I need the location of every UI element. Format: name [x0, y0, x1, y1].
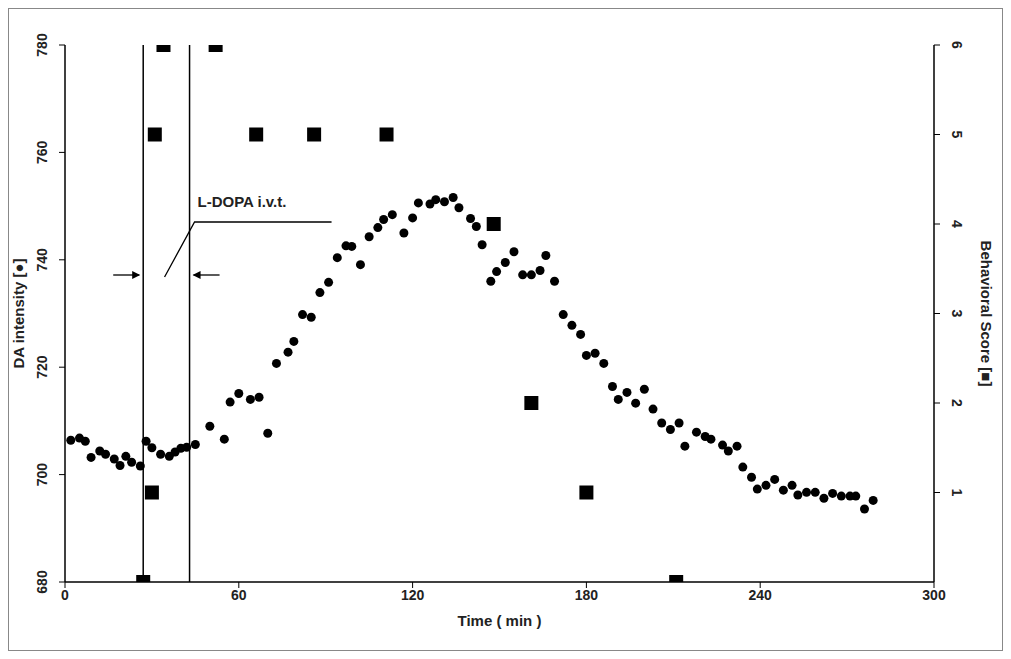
- svg-text:720: 720: [34, 355, 50, 379]
- svg-text:300: 300: [922, 587, 946, 603]
- svg-text:DA intensity [●]: DA intensity [●]: [10, 258, 27, 368]
- svg-text:5: 5: [949, 131, 965, 139]
- svg-text:760: 760: [34, 141, 50, 165]
- svg-text:700: 700: [34, 463, 50, 487]
- svg-text:2: 2: [949, 399, 965, 407]
- svg-text:L-DOPA i.v.t.: L-DOPA i.v.t.: [198, 193, 287, 210]
- svg-text:1: 1: [949, 489, 965, 497]
- svg-text:240: 240: [749, 587, 773, 603]
- svg-text:6: 6: [949, 41, 965, 49]
- svg-text:3: 3: [949, 310, 965, 318]
- svg-text:120: 120: [401, 587, 425, 603]
- svg-text:0: 0: [61, 587, 69, 603]
- svg-text:60: 60: [231, 587, 247, 603]
- svg-text:680: 680: [34, 570, 50, 594]
- svg-text:180: 180: [575, 587, 599, 603]
- svg-text:Behavioral Score [■]: Behavioral Score [■]: [978, 241, 995, 387]
- svg-text:780: 780: [34, 33, 50, 57]
- svg-text:4: 4: [949, 220, 965, 228]
- svg-text:740: 740: [34, 248, 50, 272]
- svg-text:Time ( min ): Time ( min ): [458, 612, 542, 629]
